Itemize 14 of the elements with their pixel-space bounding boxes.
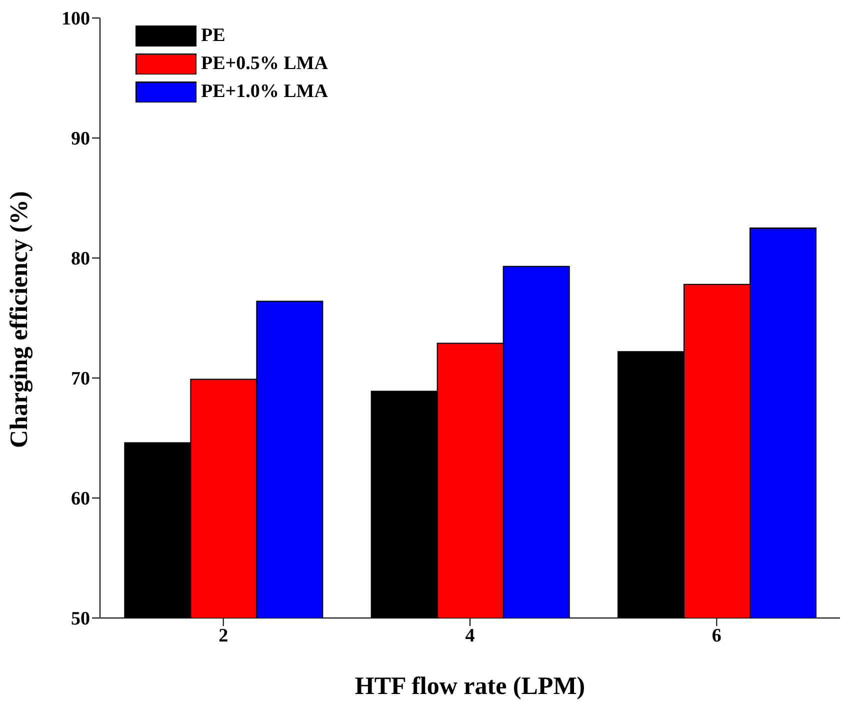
y-tick-label: 80 xyxy=(71,248,90,270)
y-axis-title: Charging efficiency (%) xyxy=(6,191,33,448)
x-axis-title: HTF flow rate (LPM) xyxy=(354,673,586,700)
legend-label: PE+0.5% LMA xyxy=(201,53,328,75)
x-tick-label: 6 xyxy=(712,625,722,646)
legend-label: PE+1.0% LMA xyxy=(201,81,328,103)
x-tick-label: 2 xyxy=(218,625,228,646)
y-tick-label: 50 xyxy=(71,608,90,630)
y-tick-label: 60 xyxy=(71,488,90,510)
y-tick-label: 90 xyxy=(71,128,90,150)
legend-label: PE xyxy=(201,25,226,47)
x-tick-label: 4 xyxy=(465,625,476,646)
y-tick-label: 70 xyxy=(71,368,90,390)
y-tick-label: 100 xyxy=(62,8,90,30)
